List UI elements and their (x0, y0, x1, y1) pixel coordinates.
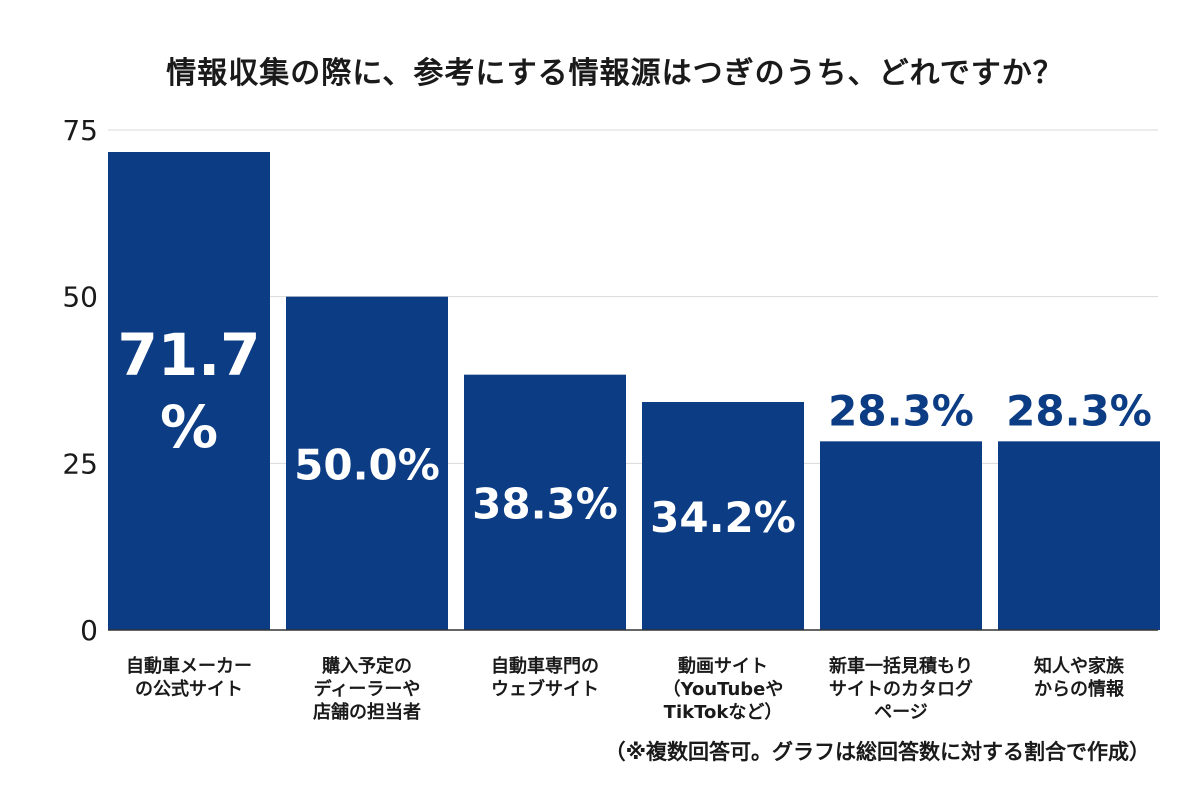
x-category-label: 自動車専門の (491, 655, 599, 677)
bar-value-label: % (160, 393, 218, 461)
x-category-label: サイトのカタログ (829, 678, 973, 700)
x-category-label: TikTokなど） (664, 702, 783, 723)
y-tick-label: 50 (62, 281, 98, 314)
bar-value-label: 71.7 (117, 321, 260, 389)
x-category-label: ページ (874, 702, 928, 723)
x-category-label: 動画サイト (678, 655, 768, 677)
x-category-label: 新車一括見積もり (829, 655, 973, 677)
x-category-label: 購入予定の (321, 655, 412, 677)
chart-title: 情報収集の際に、参考にする情報源はつぎのうち、どれですか？ (166, 56, 1064, 91)
bar (998, 441, 1160, 630)
bar-value-label: 28.3% (828, 386, 974, 435)
x-category-label: 知人や家族 (1034, 655, 1125, 677)
x-category-label: 店舗の担当者 (313, 701, 421, 723)
y-tick-label: 75 (62, 114, 98, 147)
x-category-label: 自動車メーカー (126, 655, 252, 677)
bar-value-label: 38.3% (472, 479, 618, 528)
bar-value-label: 50.0% (294, 440, 440, 489)
y-tick-label: 0 (80, 614, 98, 647)
x-category-label: ディーラーや (314, 678, 421, 700)
bar (820, 441, 982, 630)
x-category-label: ウェブサイト (491, 678, 599, 700)
bar-value-label: 28.3% (1006, 386, 1152, 435)
x-category-label: の公式サイト (135, 678, 243, 700)
bar (642, 402, 804, 630)
x-category-label: からの情報 (1034, 678, 1125, 700)
chart-footnote: （※複数回答可。グラフは総回答数に対する割合で作成） (604, 740, 1150, 764)
bar (286, 296, 448, 630)
bar (108, 152, 270, 630)
bar-value-label: 34.2% (650, 493, 796, 542)
y-tick-label: 25 (62, 447, 98, 480)
x-category-label: （YouTubeや (663, 679, 784, 700)
bar (464, 374, 626, 630)
